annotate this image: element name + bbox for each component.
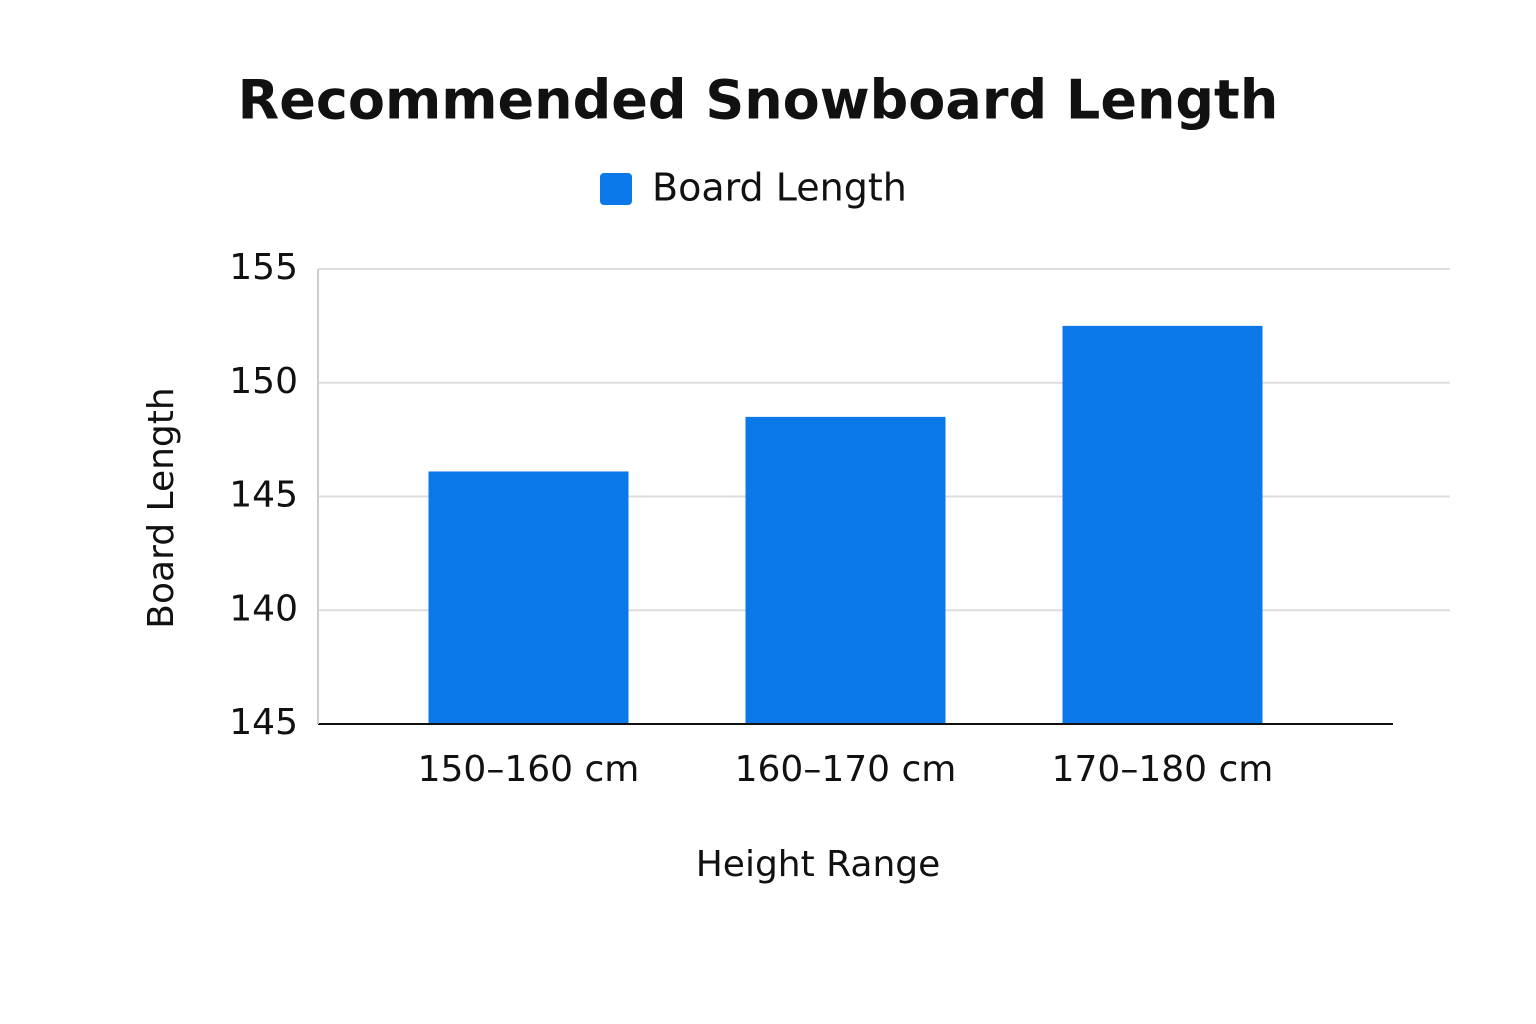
chart-title: Recommended Snowboard Length (238, 69, 1279, 132)
legend-label: Board Length (652, 166, 907, 210)
bar (1062, 325, 1263, 724)
x-tick-label: 150–160 cm (418, 749, 640, 790)
bar (428, 471, 629, 724)
y-axis-title: Board Length (141, 387, 182, 628)
y-tick-label: 150 (229, 361, 298, 402)
legend-swatch (600, 173, 632, 205)
y-tick-label: 140 (229, 588, 298, 629)
x-tick-label: 160–170 cm (735, 749, 957, 790)
x-tick-label: 170–180 cm (1052, 749, 1274, 790)
y-tick-label: 145 (229, 475, 298, 516)
y-tick-label: 145 (229, 702, 298, 743)
bar (745, 416, 946, 724)
x-axis-title: Height Range (696, 844, 941, 885)
y-tick-label: 155 (229, 247, 298, 288)
